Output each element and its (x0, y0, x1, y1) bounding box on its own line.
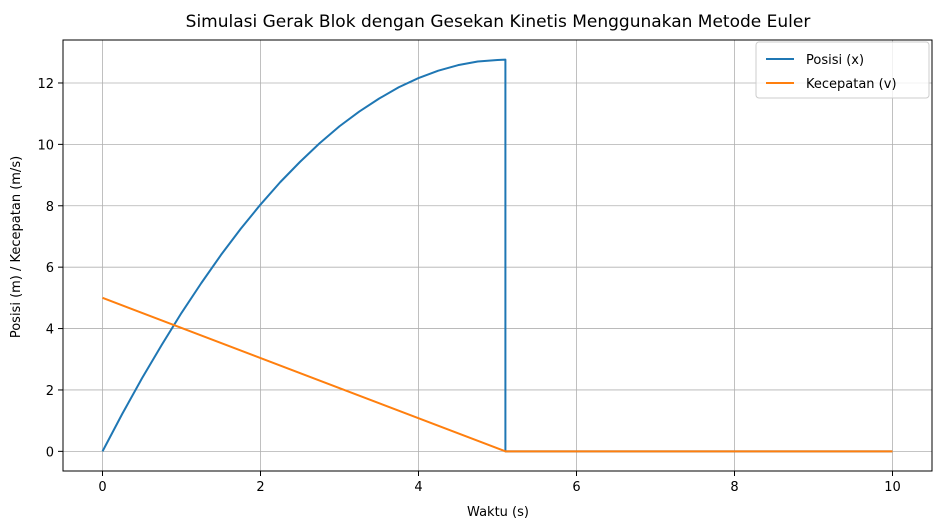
y-tick-label: 0 (46, 445, 54, 460)
legend-box (755, 41, 930, 99)
y-tick-label: 8 (46, 200, 54, 215)
y-tick-label: 6 (46, 261, 54, 276)
series-line-velocity (102, 296, 893, 453)
x-tick-label: 8 (730, 480, 738, 495)
legend: Posisi (x) Kecepatan (v) (755, 41, 930, 99)
x-tick-label: 10 (884, 480, 901, 495)
x-tick-label: 2 (256, 480, 264, 495)
x-tick-label: 4 (414, 480, 422, 495)
series-layer (101, 58, 893, 453)
x-tick-label: 6 (572, 480, 580, 495)
legend-label-velocity: Kecepatan (v) (806, 77, 897, 92)
y-tick-label: 10 (37, 138, 54, 153)
chart-title: Simulasi Gerak Blok dengan Gesekan Kinet… (186, 12, 811, 32)
ticks: 0 2 4 6 8 10 0 2 4 6 8 10 12 (37, 77, 900, 495)
plot-frame (62, 39, 933, 472)
x-tick-label: 0 (98, 480, 106, 495)
y-tick-label: 2 (46, 384, 54, 399)
series-line-position (101, 58, 893, 453)
y-tick-label: 4 (46, 323, 54, 338)
y-tick-label: 12 (37, 77, 54, 92)
x-axis-label: Waktu (s) (467, 505, 529, 520)
legend-label-position: Posisi (x) (806, 53, 864, 68)
y-axis-label: Posisi (m) / Kecepatan (m/s) (9, 156, 24, 338)
